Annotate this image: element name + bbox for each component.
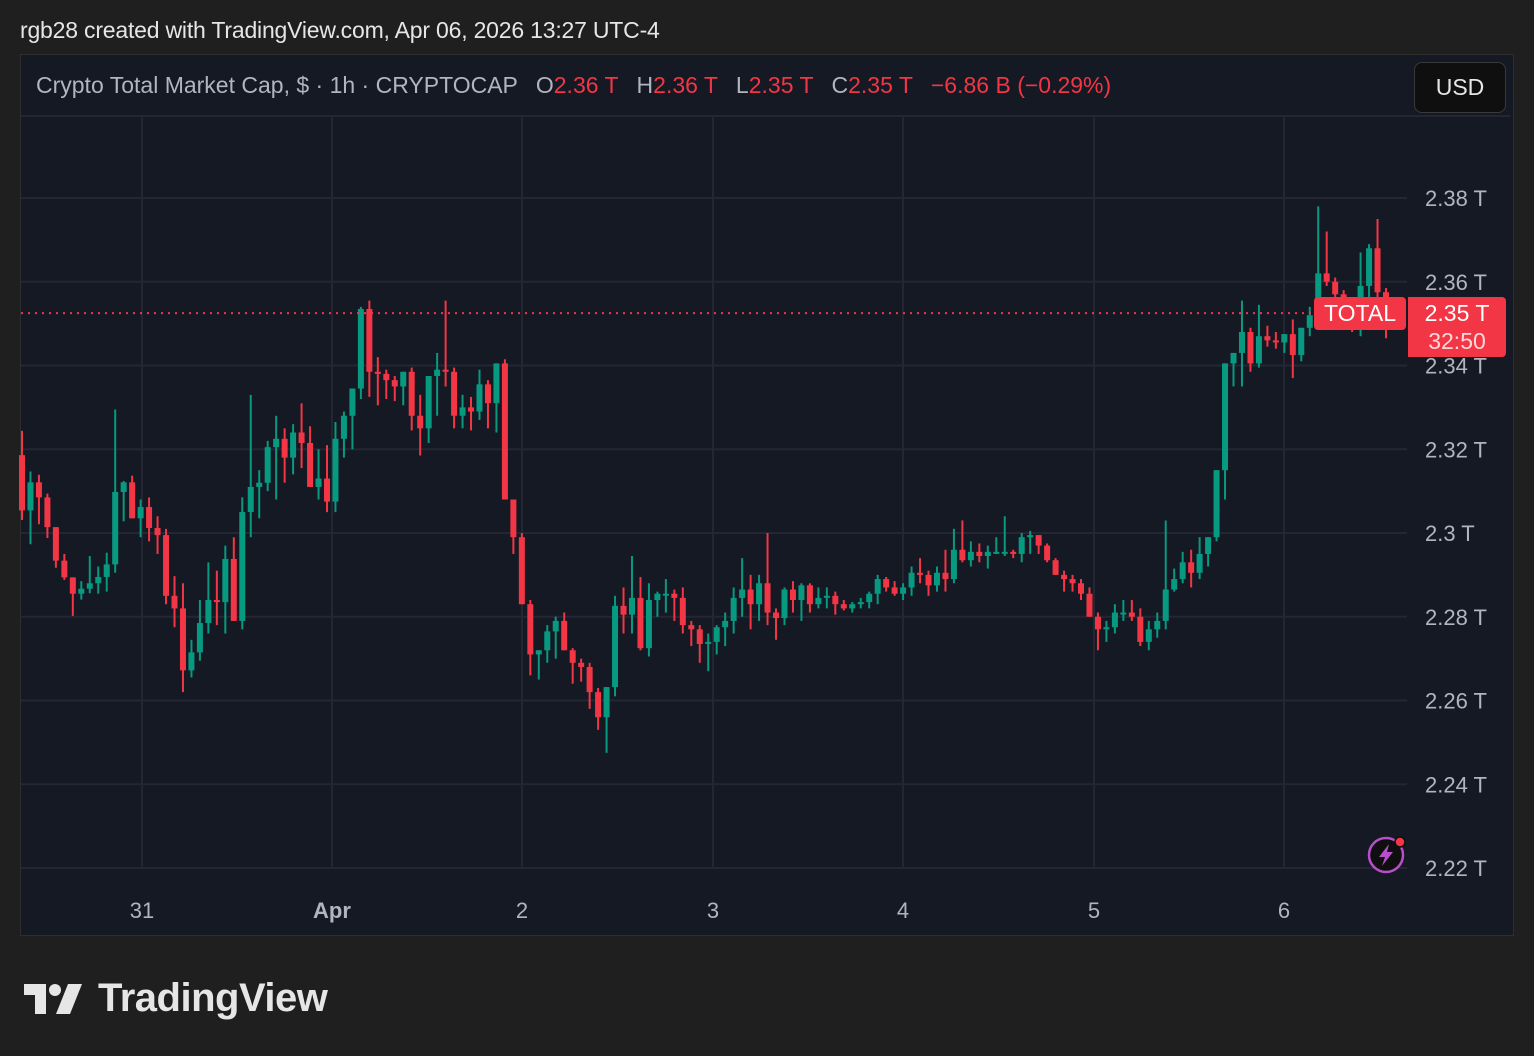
y-axis-label: 2.34 T	[1425, 354, 1487, 379]
x-axis-label: 6	[1278, 898, 1290, 923]
legend-close-label: C	[831, 72, 849, 98]
x-axis-label: 31	[130, 898, 154, 923]
y-axis-label: 2.32 T	[1425, 437, 1487, 462]
symbol-tag: TOTAL	[1314, 297, 1406, 330]
tradingview-logo-icon	[24, 983, 82, 1014]
y-axis-label: 2.38 T	[1425, 186, 1487, 211]
brand-name: TradingView	[98, 976, 328, 1020]
legend-high-label: H	[636, 72, 654, 98]
last-price-tag: 2.35 T 32:50	[1408, 297, 1506, 357]
lightning-bolt-icon[interactable]	[1366, 835, 1406, 875]
x-axis-label: 2	[516, 898, 528, 923]
bar-countdown: 32:50	[1428, 328, 1486, 354]
y-axis-label: 2.3 T	[1425, 521, 1475, 546]
currency-button[interactable]: USD	[1414, 62, 1506, 113]
x-axis-label: 3	[707, 898, 719, 923]
y-axis-label: 2.28 T	[1425, 605, 1487, 630]
x-axis-label: 4	[897, 898, 909, 923]
legend-title: Crypto Total Market Cap, $ · 1h · CRYPTO…	[36, 72, 518, 98]
chart-credit: rgb28 created with TradingView.com, Apr …	[20, 17, 660, 43]
y-axis-label: 2.26 T	[1425, 689, 1487, 714]
legend-open-value: 2.36 T	[553, 72, 619, 98]
tradingview-logo[interactable]: TradingView	[24, 976, 328, 1021]
chart-legend: Crypto Total Market Cap, $ · 1h · CRYPTO…	[36, 72, 1111, 99]
legend-open-label: O	[535, 72, 554, 98]
legend-change: −6.86 B (−0.29%)	[930, 72, 1112, 98]
legend-close-value: 2.35 T	[848, 72, 913, 98]
last-price: 2.35 T	[1424, 300, 1490, 326]
chart-panel[interactable]	[20, 54, 1514, 936]
y-axis-label: 2.36 T	[1425, 270, 1487, 295]
legend-low-value: 2.35 T	[748, 72, 814, 98]
y-axis-label: 2.22 T	[1425, 856, 1487, 881]
y-axis-label: 2.24 T	[1425, 772, 1487, 797]
x-axis-label: 5	[1088, 898, 1100, 923]
legend-low-label: L	[735, 72, 749, 98]
legend-high-value: 2.36 T	[653, 72, 718, 98]
x-axis-label: Apr	[313, 898, 351, 923]
